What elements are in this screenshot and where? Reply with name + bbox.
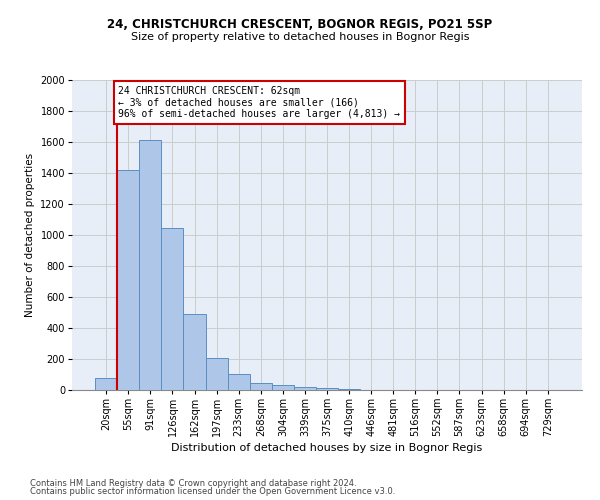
Text: Contains public sector information licensed under the Open Government Licence v3: Contains public sector information licen… bbox=[30, 487, 395, 496]
Text: 24, CHRISTCHURCH CRESCENT, BOGNOR REGIS, PO21 5SP: 24, CHRISTCHURCH CRESCENT, BOGNOR REGIS,… bbox=[107, 18, 493, 30]
X-axis label: Distribution of detached houses by size in Bognor Regis: Distribution of detached houses by size … bbox=[172, 444, 482, 454]
Bar bbox=[250, 382, 272, 390]
Bar bbox=[184, 314, 206, 390]
Bar bbox=[272, 385, 294, 390]
Bar bbox=[316, 388, 338, 390]
Y-axis label: Number of detached properties: Number of detached properties bbox=[25, 153, 35, 317]
Bar bbox=[139, 140, 161, 390]
Bar bbox=[95, 378, 117, 390]
Text: Contains HM Land Registry data © Crown copyright and database right 2024.: Contains HM Land Registry data © Crown c… bbox=[30, 478, 356, 488]
Text: 24 CHRISTCHURCH CRESCENT: 62sqm
← 3% of detached houses are smaller (166)
96% of: 24 CHRISTCHURCH CRESCENT: 62sqm ← 3% of … bbox=[118, 86, 400, 120]
Text: Size of property relative to detached houses in Bognor Regis: Size of property relative to detached ho… bbox=[131, 32, 469, 42]
Bar bbox=[338, 389, 360, 390]
Bar bbox=[206, 358, 227, 390]
Bar bbox=[227, 374, 250, 390]
Bar bbox=[294, 386, 316, 390]
Bar bbox=[117, 170, 139, 390]
Bar bbox=[161, 228, 184, 390]
